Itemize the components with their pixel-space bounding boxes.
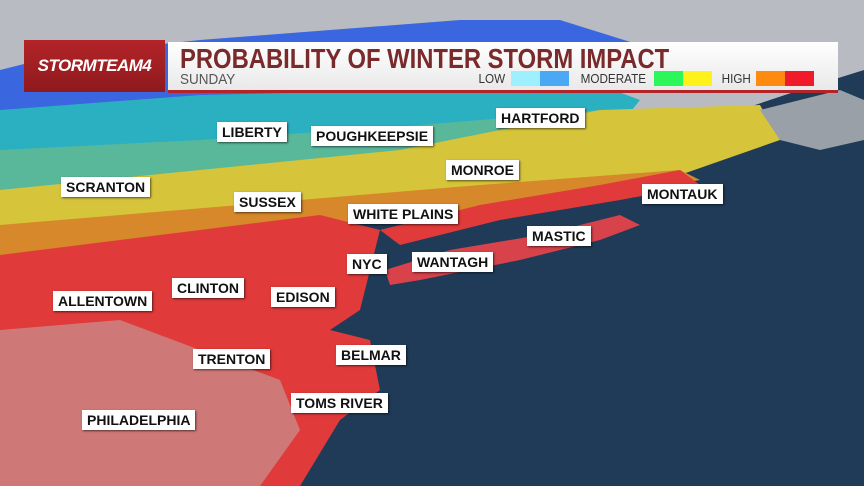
legend-moderate-label: MODERATE [580,71,646,86]
city-label: PHILADELPHIA [82,410,196,430]
city-label: WHITE PLAINS [348,204,459,224]
legend-high-label: HIGH [721,71,751,86]
city-label: SCRANTON [61,177,151,197]
city-label: TOMS RIVER [291,393,388,413]
legend-swatch-high-2 [785,71,814,86]
map-title: PROBABILITY OF WINTER STORM IMPACT [180,43,670,74]
ct-coast [380,170,700,245]
city-label: LIBERTY [217,122,287,142]
city-label: CLINTON [172,278,244,298]
city-label: MONROE [446,160,519,180]
title-banner: STORMTEAM4 PROBABILITY OF WINTER STORM I… [24,40,838,93]
legend: LOW MODERATE HIGH [469,71,814,86]
city-label: EDISON [271,287,335,307]
legend-swatch-low-1 [510,71,540,86]
legend-low-label: LOW [478,71,506,86]
legend-swatch-high-1 [756,71,785,86]
title-panel: PROBABILITY OF WINTER STORM IMPACT SUNDA… [168,42,838,93]
city-label: SUSSEX [234,192,301,212]
city-label: BELMAR [336,345,406,365]
zone-cyan [0,85,640,160]
legend-swatch-moderate-2 [682,71,712,86]
legend-swatch-moderate-1 [653,71,683,86]
zone-yellow [0,105,780,235]
day-label: SUNDAY [180,71,236,88]
city-label: POUGHKEEPSIE [311,126,434,146]
zone-green [0,110,640,195]
city-label: HARTFORD [496,108,585,128]
city-label: MASTIC [527,226,591,246]
city-label: NYC [347,254,387,274]
city-label: TRENTON [193,349,271,369]
legend-swatch-low-2 [539,71,569,86]
city-label: ALLENTOWN [53,291,153,311]
city-label: WANTAGH [412,252,494,272]
cape-cod-land [760,90,864,150]
city-label: MONTAUK [642,184,723,204]
stormteam4-logo: STORMTEAM4 [24,40,165,92]
